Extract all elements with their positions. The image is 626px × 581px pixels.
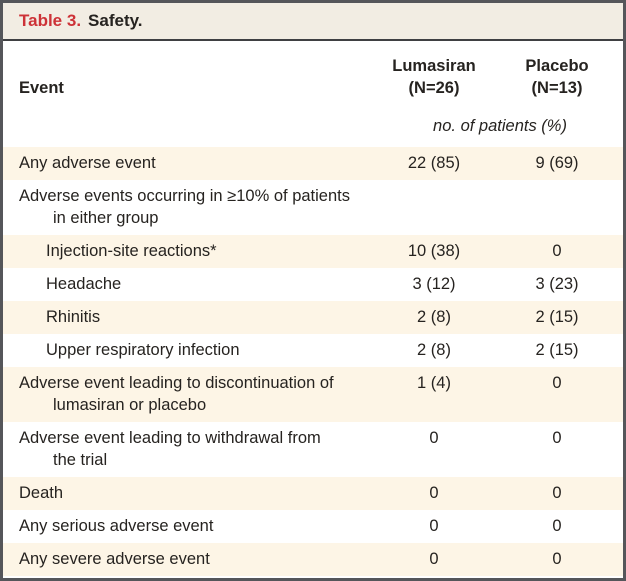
event-column-header: Event [19, 79, 64, 97]
placebo-value: 0 [552, 374, 562, 392]
placebo-value: 2 (15) [535, 308, 579, 326]
table-row: Any adverse event 22 (85) 9 (69) [3, 147, 623, 180]
unit-note-spacer [3, 115, 377, 137]
placebo-group-name: Placebo [525, 57, 589, 75]
placebo-group-n: (N=13) [531, 79, 583, 97]
column-header-row: Event Lumasiran (N=26) Placebo (N=13) [3, 41, 623, 99]
table-number-label: Table 3. [19, 11, 82, 30]
table-title-text: Safety. [88, 11, 143, 30]
event-label: Any serious adverse event [19, 517, 214, 535]
placebo-value: 3 (23) [535, 275, 579, 293]
table-row: Adverse events occurring in ≥10% of pati… [3, 180, 623, 235]
event-label: Any severe adverse event [19, 550, 210, 568]
unit-note-row: no. of patients (%) [3, 115, 623, 137]
lumasiran-value: 0 [429, 484, 439, 502]
placebo-value: 0 [552, 550, 562, 568]
table-row: Rhinitis 2 (8) 2 (15) [3, 301, 623, 334]
lumasiran-value: 3 (12) [412, 275, 456, 293]
lumasiran-value: 2 (8) [417, 341, 451, 359]
placebo-value: 2 (15) [535, 341, 579, 359]
placebo-value: 0 [552, 517, 562, 535]
event-label: Adverse event leading to discontinuation… [19, 374, 334, 414]
lumasiran-group-n: (N=26) [408, 79, 460, 97]
event-label: Rhinitis [46, 308, 101, 326]
table-row: Death 0 0 [3, 477, 623, 510]
lumasiran-value: 22 (85) [407, 154, 461, 172]
event-label: Adverse events occurring in ≥10% of pati… [19, 187, 350, 227]
table-row: Upper respiratory infection 2 (8) 2 (15) [3, 334, 623, 367]
placebo-column-header: Placebo (N=13) [491, 55, 623, 99]
table-body: Any adverse event 22 (85) 9 (69) Adverse ev… [3, 147, 623, 576]
event-label: Adverse event leading to withdrawal from… [19, 429, 321, 469]
placebo-value: 0 [552, 242, 562, 260]
table-row: Any severe adverse event 0 0 [3, 543, 623, 576]
event-label: Any adverse event [19, 154, 156, 172]
placebo-value: 0 [552, 484, 562, 502]
table-row: Adverse event leading to withdrawal from… [3, 422, 623, 477]
table-row: Injection-site reactions* 10 (38) 0 [3, 235, 623, 268]
event-label: Upper respiratory infection [46, 341, 240, 359]
lumasiran-group-name: Lumasiran [392, 57, 476, 75]
lumasiran-value: 0 [429, 517, 439, 535]
lumasiran-column-header: Lumasiran (N=26) [377, 55, 491, 99]
event-label: Death [19, 484, 64, 502]
lumasiran-value: 10 (38) [407, 242, 461, 260]
lumasiran-value: 0 [429, 550, 439, 568]
event-label: Injection-site reactions* [46, 242, 217, 260]
table-row: Any serious adverse event 0 0 [3, 510, 623, 543]
lumasiran-value: 1 (4) [417, 374, 451, 392]
lumasiran-value: 0 [429, 429, 439, 447]
unit-note: no. of patients (%) [433, 117, 567, 135]
table-title-band: Table 3. Safety. [3, 3, 623, 41]
table-row: Headache 3 (12) 3 (23) [3, 268, 623, 301]
placebo-value: 0 [552, 429, 562, 447]
lumasiran-value: 2 (8) [417, 308, 451, 326]
event-label: Headache [46, 275, 122, 293]
placebo-value: 9 (69) [535, 154, 579, 172]
table-row: Adverse event leading to discontinuation… [3, 367, 623, 422]
